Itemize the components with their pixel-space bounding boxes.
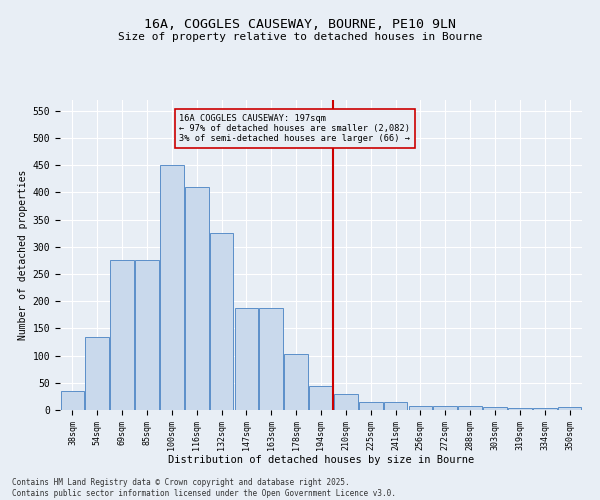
Bar	[359, 402, 383, 410]
Text: Contains HM Land Registry data © Crown copyright and database right 2025.
Contai: Contains HM Land Registry data © Crown c…	[12, 478, 396, 498]
Bar	[259, 308, 283, 410]
Bar	[433, 406, 457, 410]
X-axis label: Distribution of detached houses by size in Bourne: Distribution of detached houses by size …	[168, 456, 474, 466]
Bar	[110, 260, 134, 410]
Bar	[185, 187, 209, 410]
Bar	[558, 408, 581, 410]
Bar	[309, 386, 333, 410]
Bar	[135, 260, 159, 410]
Bar	[235, 308, 258, 410]
Bar	[284, 354, 308, 410]
Text: Size of property relative to detached houses in Bourne: Size of property relative to detached ho…	[118, 32, 482, 42]
Bar	[61, 391, 84, 410]
Bar	[85, 336, 109, 410]
Bar	[210, 233, 233, 410]
Bar	[384, 402, 407, 410]
Bar	[533, 408, 557, 410]
Text: 16A COGGLES CAUSEWAY: 197sqm
← 97% of detached houses are smaller (2,082)
3% of : 16A COGGLES CAUSEWAY: 197sqm ← 97% of de…	[179, 114, 410, 144]
Bar	[160, 166, 184, 410]
Bar	[483, 408, 507, 410]
Bar	[458, 406, 482, 410]
Y-axis label: Number of detached properties: Number of detached properties	[19, 170, 28, 340]
Bar	[334, 394, 358, 410]
Bar	[508, 408, 532, 410]
Text: 16A, COGGLES CAUSEWAY, BOURNE, PE10 9LN: 16A, COGGLES CAUSEWAY, BOURNE, PE10 9LN	[144, 18, 456, 30]
Bar	[409, 406, 432, 410]
